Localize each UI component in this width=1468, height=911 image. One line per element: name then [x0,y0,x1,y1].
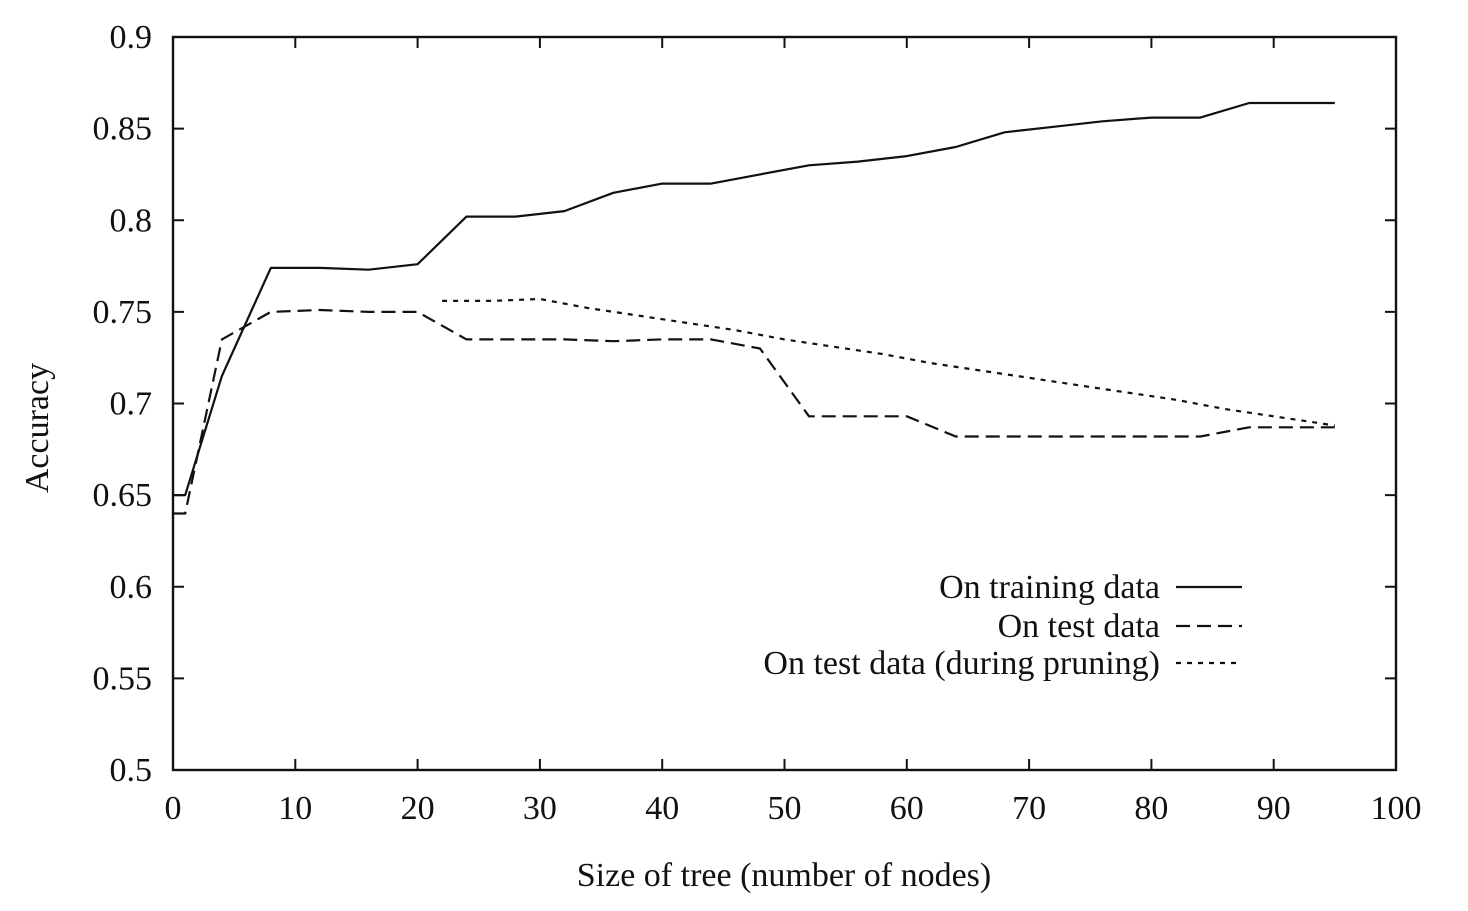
x-tick-label: 70 [1012,790,1046,827]
legend-label-1: On training data [939,569,1160,606]
axis-ticks [172,36,1397,771]
series-line-2 [173,308,1335,515]
series-lines [173,101,1335,515]
legend-label-2: On test data [998,608,1160,645]
y-tick-label: 0.65 [93,477,153,514]
y-tick-label: 0.7 [110,386,153,423]
series-line-1 [173,101,1335,497]
y-tick-label: 0.9 [110,19,153,56]
y-tick-label: 0.8 [110,202,153,239]
x-tick-label: 10 [278,790,312,827]
x-tick-label: 30 [523,790,557,827]
y-tick-label: 0.6 [110,569,153,606]
y-axis-title: Accuracy [19,363,56,493]
x-tick-label: 0 [165,790,182,827]
axis-tick-labels: 0 10 20 30 40 50 60 70 80 90 100 0.5 0.55 0.6 0.65 0.7 0… [93,19,1422,827]
legend-label-3: On test data (during pruning) [763,645,1160,682]
x-tick-label: 90 [1257,790,1291,827]
y-tick-label: 0.85 [93,111,153,148]
x-tick-label: 20 [401,790,435,827]
x-tick-label: 100 [1371,790,1422,827]
y-tick-label: 0.55 [93,660,153,697]
x-tick-label: 80 [1134,790,1168,827]
y-tick-label: 0.75 [93,294,153,331]
series-line-3 [442,297,1335,427]
x-tick-label: 60 [890,790,924,827]
x-tick-label: 40 [645,790,679,827]
y-tick-label: 0.5 [110,752,153,789]
x-tick-label: 50 [768,790,802,827]
x-axis-title: Size of tree (number of nodes) [577,857,991,894]
